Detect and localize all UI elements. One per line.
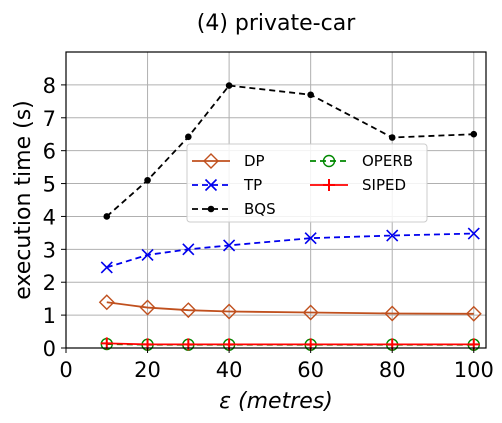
data-point-siped bbox=[100, 337, 113, 350]
legend-marker-bqs bbox=[207, 205, 215, 213]
data-point-bqs bbox=[185, 133, 192, 141]
chart-title: (4) private-car bbox=[197, 11, 356, 36]
y-tick-label: 7 bbox=[43, 107, 56, 131]
x-tick-label: 20 bbox=[134, 358, 161, 382]
y-tick-label: 4 bbox=[43, 205, 56, 229]
legend-label-dp: DP bbox=[244, 152, 265, 170]
tick-labels: 0 20 40 60 80 100 0 1 2 3 4 5 6 7 8 bbox=[43, 74, 494, 382]
legend: DP TP BQS OPERB SIPED bbox=[186, 143, 428, 223]
y-tick-label: 6 bbox=[43, 140, 56, 164]
legend-box bbox=[186, 143, 428, 223]
data-point-dp bbox=[139, 299, 156, 316]
data-point-dp bbox=[221, 303, 238, 320]
data-point-bqs bbox=[470, 130, 478, 138]
data-point-tp bbox=[141, 248, 154, 261]
data-point-bqs bbox=[144, 176, 151, 184]
legend-marker-operb bbox=[322, 154, 336, 168]
data-point-bqs bbox=[103, 213, 111, 220]
data-point-bqs bbox=[307, 91, 314, 99]
legend-label-operb: OPERB bbox=[362, 152, 413, 170]
data-point-bqs bbox=[388, 134, 396, 141]
legend-label-tp: TP bbox=[243, 176, 262, 194]
legend-label-bqs: BQS bbox=[244, 200, 276, 218]
y-axis-label: execution time (s) bbox=[11, 100, 36, 300]
legend-marker-tp bbox=[204, 178, 218, 192]
data-point-dp bbox=[384, 305, 401, 322]
y-tick-label: 2 bbox=[43, 271, 56, 295]
y-tick-label: 5 bbox=[43, 173, 56, 197]
y-tick-label: 8 bbox=[43, 74, 56, 98]
data-point-tp bbox=[467, 227, 480, 240]
legend-label-siped: SIPED bbox=[362, 176, 406, 194]
y-tick-label: 0 bbox=[43, 337, 56, 361]
x-axis-label: ε (metres) bbox=[219, 389, 333, 414]
legend-marker-dp bbox=[203, 153, 219, 169]
x-tick-label: 40 bbox=[216, 358, 243, 382]
data-point-tp bbox=[223, 239, 236, 252]
series-layer bbox=[98, 82, 482, 351]
data-point-tp bbox=[182, 243, 195, 256]
y-tick-label: 3 bbox=[43, 238, 56, 262]
data-point-bqs bbox=[225, 82, 233, 89]
data-point-dp bbox=[302, 304, 319, 321]
data-point-dp bbox=[180, 302, 197, 319]
x-tick-label: 100 bbox=[454, 358, 494, 382]
plot-frame bbox=[65, 51, 487, 349]
x-tick-label: 0 bbox=[59, 358, 72, 382]
data-point-tp bbox=[386, 229, 399, 242]
legend-marker-siped bbox=[323, 179, 335, 191]
x-tick-label: 80 bbox=[379, 358, 406, 382]
data-point-tp bbox=[100, 261, 113, 274]
data-point-dp bbox=[98, 294, 115, 311]
series-line-tp bbox=[106, 232, 474, 269]
x-tick-label: 60 bbox=[297, 358, 324, 382]
series-line-dp bbox=[106, 301, 474, 315]
data-point-tp bbox=[304, 232, 317, 245]
y-tick-label: 1 bbox=[43, 304, 56, 328]
data-point-dp bbox=[465, 305, 482, 322]
series-line-siped bbox=[106, 342, 474, 346]
